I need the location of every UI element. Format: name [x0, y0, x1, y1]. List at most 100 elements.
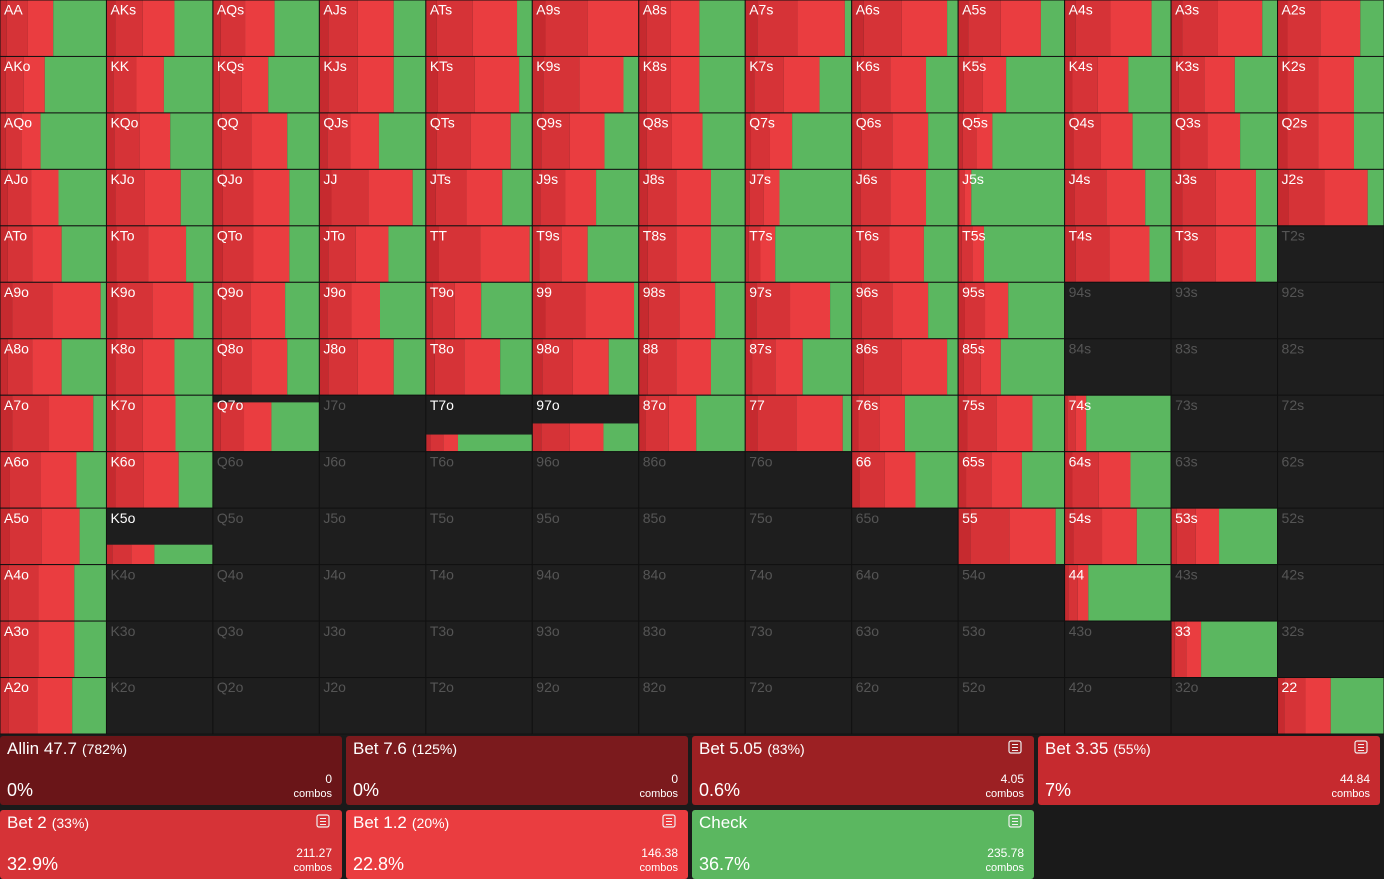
hand-cell[interactable]: 74s [1064, 394, 1172, 453]
hand-cell[interactable]: AJo [0, 168, 107, 227]
hand-cell[interactable]: K9s [531, 55, 640, 114]
hand-cell[interactable]: 62s [1277, 451, 1384, 509]
hand-cell[interactable]: 66 [851, 451, 959, 509]
hand-cell[interactable]: AKs [105, 0, 214, 57]
hand-cell[interactable]: K2o [105, 677, 214, 735]
hand-cell[interactable]: T9s [531, 225, 640, 283]
hand-cell[interactable]: 32s [1277, 620, 1384, 679]
hand-cell[interactable]: 62o [851, 677, 959, 735]
hand-cell[interactable]: A9s [531, 0, 640, 57]
hand-cell[interactable]: Q9o [212, 281, 320, 340]
hand-cell[interactable]: K2s [1277, 55, 1384, 114]
hand-cell[interactable]: 52s [1277, 507, 1384, 566]
hand-cell[interactable]: 43s [1170, 564, 1279, 622]
hand-cell[interactable]: 95o [531, 507, 640, 566]
hand-cell[interactable]: QTs [425, 112, 533, 170]
hand-cell[interactable]: KK [105, 55, 214, 114]
hand-cell[interactable]: JTs [425, 168, 533, 227]
hand-cell[interactable]: K4s [1064, 55, 1172, 114]
hand-cell[interactable]: K5s [957, 55, 1066, 114]
hand-cell[interactable]: A5s [957, 0, 1066, 57]
hand-cell[interactable]: 84o [638, 564, 746, 622]
hand-cell[interactable]: Q8s [638, 112, 746, 170]
hand-cell[interactable]: JJ [318, 168, 427, 227]
hand-cell[interactable]: 82s [1277, 338, 1384, 396]
hand-cell[interactable]: Q5o [212, 507, 320, 566]
hand-cell[interactable]: J2o [318, 677, 427, 735]
hand-cell[interactable]: K7s [744, 55, 853, 114]
hand-cell[interactable]: 55 [957, 507, 1066, 566]
hand-cell[interactable]: J8o [318, 338, 427, 396]
hand-cell[interactable]: Q6o [212, 451, 320, 509]
hand-cell[interactable]: K8s [638, 55, 746, 114]
hand-cell[interactable]: K4o [105, 564, 214, 622]
hand-cell[interactable]: 22 [1277, 677, 1384, 735]
hand-cell[interactable]: 83s [1170, 338, 1279, 396]
hand-cell[interactable]: T5o [425, 507, 533, 566]
hand-cell[interactable]: ATo [0, 225, 107, 283]
hand-cell[interactable]: T4s [1064, 225, 1172, 283]
hand-cell[interactable]: 99 [531, 281, 640, 340]
hand-cell[interactable]: 54s [1064, 507, 1172, 566]
hand-cell[interactable]: Q2s [1277, 112, 1384, 170]
hand-cell[interactable]: J6o [318, 451, 427, 509]
hand-cell[interactable]: 33 [1170, 620, 1279, 679]
hand-cell[interactable]: 86o [638, 451, 746, 509]
hand-cell[interactable]: 63o [851, 620, 959, 679]
hand-cell[interactable]: A8o [0, 338, 107, 396]
hand-cell[interactable]: A6o [0, 451, 107, 509]
hand-cell[interactable]: Q7o [212, 394, 320, 453]
hand-cell[interactable]: 76s [851, 394, 959, 453]
hand-cell[interactable]: A4s [1064, 0, 1172, 57]
hand-cell[interactable]: 73o [744, 620, 853, 679]
hand-cell[interactable]: 75o [744, 507, 853, 566]
hand-cell[interactable]: 72o [744, 677, 853, 735]
hand-cell[interactable]: K9o [105, 281, 214, 340]
hand-cell[interactable]: J5o [318, 507, 427, 566]
hand-cell[interactable]: 85s [957, 338, 1066, 396]
hand-cell[interactable]: J7s [744, 168, 853, 227]
hand-cell[interactable]: ATs [425, 0, 533, 57]
hand-cell[interactable]: 77 [744, 394, 853, 453]
hand-cell[interactable]: Q8o [212, 338, 320, 396]
hand-cell[interactable]: AA [0, 0, 107, 57]
hand-cell[interactable]: Q3o [212, 620, 320, 679]
hand-cell[interactable]: 87s [744, 338, 853, 396]
note-icon[interactable] [1008, 740, 1022, 754]
note-icon[interactable] [1008, 814, 1022, 828]
hand-cell[interactable]: T7o [425, 394, 533, 453]
hand-cell[interactable]: 88 [638, 338, 746, 396]
hand-cell[interactable]: 98o [531, 338, 640, 396]
hand-cell[interactable]: T6s [851, 225, 959, 283]
hand-cell[interactable]: J5s [957, 168, 1066, 227]
hand-cell[interactable]: 92s [1277, 281, 1384, 340]
hand-cell[interactable]: 98s [638, 281, 746, 340]
hand-cell[interactable]: JTo [318, 225, 427, 283]
hand-cell[interactable]: K5o [105, 507, 214, 566]
hand-cell[interactable]: 65s [957, 451, 1066, 509]
hand-cell[interactable]: 74o [744, 564, 853, 622]
hand-cell[interactable]: A9o [0, 281, 107, 340]
hand-cell[interactable]: KTs [425, 55, 533, 114]
hand-cell[interactable]: QTo [212, 225, 320, 283]
hand-cell[interactable]: 75s [957, 394, 1066, 453]
hand-cell[interactable]: A3o [0, 620, 107, 679]
hand-cell[interactable]: TT [425, 225, 533, 283]
action-panel[interactable]: Bet 7.6 (125%) 0% 0 combos [346, 736, 688, 805]
hand-cell[interactable]: T4o [425, 564, 533, 622]
note-icon[interactable] [1354, 740, 1368, 754]
hand-cell[interactable]: A2s [1277, 0, 1384, 57]
hand-cell[interactable]: J4o [318, 564, 427, 622]
hand-cell[interactable]: A6s [851, 0, 959, 57]
action-panel[interactable]: Bet 3.35 (55%) 7% 44.84 combos [1038, 736, 1380, 805]
hand-cell[interactable]: 84s [1064, 338, 1172, 396]
hand-cell[interactable]: T8s [638, 225, 746, 283]
hand-cell[interactable]: A7o [0, 394, 107, 453]
hand-cell[interactable]: 53o [957, 620, 1066, 679]
hand-cell[interactable]: J3s [1170, 168, 1279, 227]
hand-cell[interactable]: 65o [851, 507, 959, 566]
hand-cell[interactable]: J8s [638, 168, 746, 227]
hand-cell[interactable]: AKo [0, 55, 107, 114]
hand-cell[interactable]: T6o [425, 451, 533, 509]
hand-cell[interactable]: Q6s [851, 112, 959, 170]
